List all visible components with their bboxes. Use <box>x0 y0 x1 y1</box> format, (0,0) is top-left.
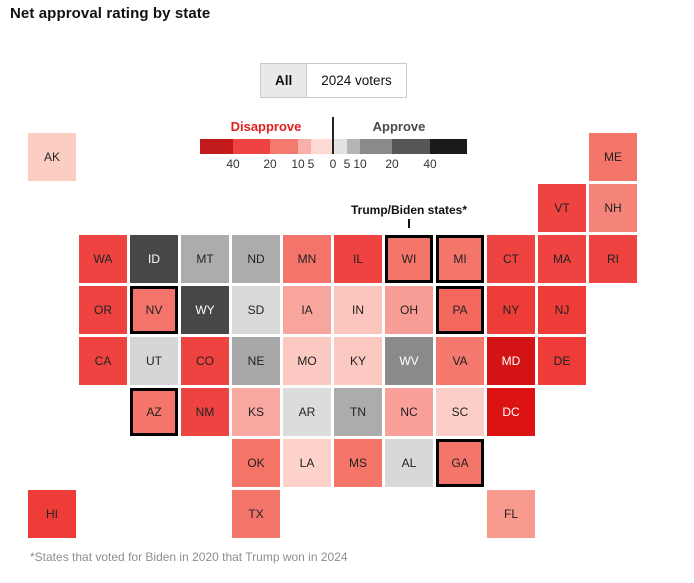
legend-zero-line <box>332 117 334 154</box>
legend-tick-label: 40 <box>423 157 437 171</box>
state-tile-md[interactable]: MD <box>487 337 535 385</box>
state-tile-ks[interactable]: KS <box>232 388 280 436</box>
view-toggle: All 2024 voters <box>260 63 407 98</box>
state-tile-mn[interactable]: MN <box>283 235 331 283</box>
state-tile-me[interactable]: ME <box>589 133 637 181</box>
state-tile-wy[interactable]: WY <box>181 286 229 334</box>
legend-segment <box>430 139 467 154</box>
state-tile-vt[interactable]: VT <box>538 184 586 232</box>
state-tile-il[interactable]: IL <box>334 235 382 283</box>
annotation-label: Trump/Biden states* <box>350 203 468 217</box>
state-tile-ne[interactable]: NE <box>232 337 280 385</box>
state-tile-ia[interactable]: IA <box>283 286 331 334</box>
state-tile-ok[interactable]: OK <box>232 439 280 487</box>
state-tile-oh[interactable]: OH <box>385 286 433 334</box>
state-tile-ar[interactable]: AR <box>283 388 331 436</box>
legend-tick-label: 20 <box>385 157 399 171</box>
state-tile-nh[interactable]: NH <box>589 184 637 232</box>
legend-tick-label: 5 <box>307 157 315 171</box>
legend-segment <box>270 139 298 154</box>
state-tile-sc[interactable]: SC <box>436 388 484 436</box>
state-tile-az[interactable]: AZ <box>130 388 178 436</box>
state-tile-de[interactable]: DE <box>538 337 586 385</box>
annotation-trump-biden-states: Trump/Biden states* <box>349 203 469 228</box>
legend-approve-label: Approve <box>372 119 426 134</box>
state-tile-mt[interactable]: MT <box>181 235 229 283</box>
legend-segment <box>311 139 333 154</box>
legend-tick-label: 20 <box>263 157 277 171</box>
state-tile-ca[interactable]: CA <box>79 337 127 385</box>
state-tile-wv[interactable]: WV <box>385 337 433 385</box>
state-tile-mi[interactable]: MI <box>436 235 484 283</box>
footnote: *States that voted for Biden in 2020 tha… <box>30 550 348 564</box>
state-tile-nc[interactable]: NC <box>385 388 433 436</box>
state-tile-nv[interactable]: NV <box>130 286 178 334</box>
legend-segment <box>392 139 430 154</box>
state-tile-fl[interactable]: FL <box>487 490 535 538</box>
legend-tick-label: 5 <box>343 157 351 171</box>
state-tile-ms[interactable]: MS <box>334 439 382 487</box>
legend-segment <box>298 139 311 154</box>
legend-segment <box>200 139 233 154</box>
state-tile-ma[interactable]: MA <box>538 235 586 283</box>
page-title: Net approval rating by state <box>10 5 211 22</box>
state-tile-nm[interactable]: NM <box>181 388 229 436</box>
legend-segment <box>360 139 392 154</box>
legend-segment <box>233 139 270 154</box>
legend-tick-label: 10 <box>291 157 305 171</box>
legend-segment <box>333 139 347 154</box>
state-tile-mo[interactable]: MO <box>283 337 331 385</box>
state-tile-or[interactable]: OR <box>79 286 127 334</box>
state-tile-tn[interactable]: TN <box>334 388 382 436</box>
legend-tick-label: 40 <box>226 157 240 171</box>
state-tile-ri[interactable]: RI <box>589 235 637 283</box>
state-tile-ky[interactable]: KY <box>334 337 382 385</box>
state-tile-nj[interactable]: NJ <box>538 286 586 334</box>
state-tile-ga[interactable]: GA <box>436 439 484 487</box>
state-tile-hi[interactable]: HI <box>28 490 76 538</box>
state-tile-ak[interactable]: AK <box>28 133 76 181</box>
legend-tick-label: 10 <box>353 157 367 171</box>
state-tile-id[interactable]: ID <box>130 235 178 283</box>
legend-segment <box>347 139 360 154</box>
state-tile-la[interactable]: LA <box>283 439 331 487</box>
state-tile-sd[interactable]: SD <box>232 286 280 334</box>
state-tile-pa[interactable]: PA <box>436 286 484 334</box>
state-tile-dc[interactable]: DC <box>487 388 535 436</box>
state-tile-tx[interactable]: TX <box>232 490 280 538</box>
state-tile-wi[interactable]: WI <box>385 235 433 283</box>
state-tile-ut[interactable]: UT <box>130 337 178 385</box>
legend-colorbar <box>200 139 467 154</box>
state-tile-co[interactable]: CO <box>181 337 229 385</box>
state-tile-ct[interactable]: CT <box>487 235 535 283</box>
state-tile-va[interactable]: VA <box>436 337 484 385</box>
toggle-all-button[interactable]: All <box>261 64 308 97</box>
state-tile-ny[interactable]: NY <box>487 286 535 334</box>
state-tile-in[interactable]: IN <box>334 286 382 334</box>
state-tile-nd[interactable]: ND <box>232 235 280 283</box>
state-tile-al[interactable]: AL <box>385 439 433 487</box>
legend-disapprove-label: Disapprove <box>230 119 302 134</box>
toggle-2024-voters-button[interactable]: 2024 voters <box>307 64 406 97</box>
state-tile-wa[interactable]: WA <box>79 235 127 283</box>
annotation-pointer-line <box>408 219 410 228</box>
legend-tick-label: 0 <box>329 157 337 171</box>
